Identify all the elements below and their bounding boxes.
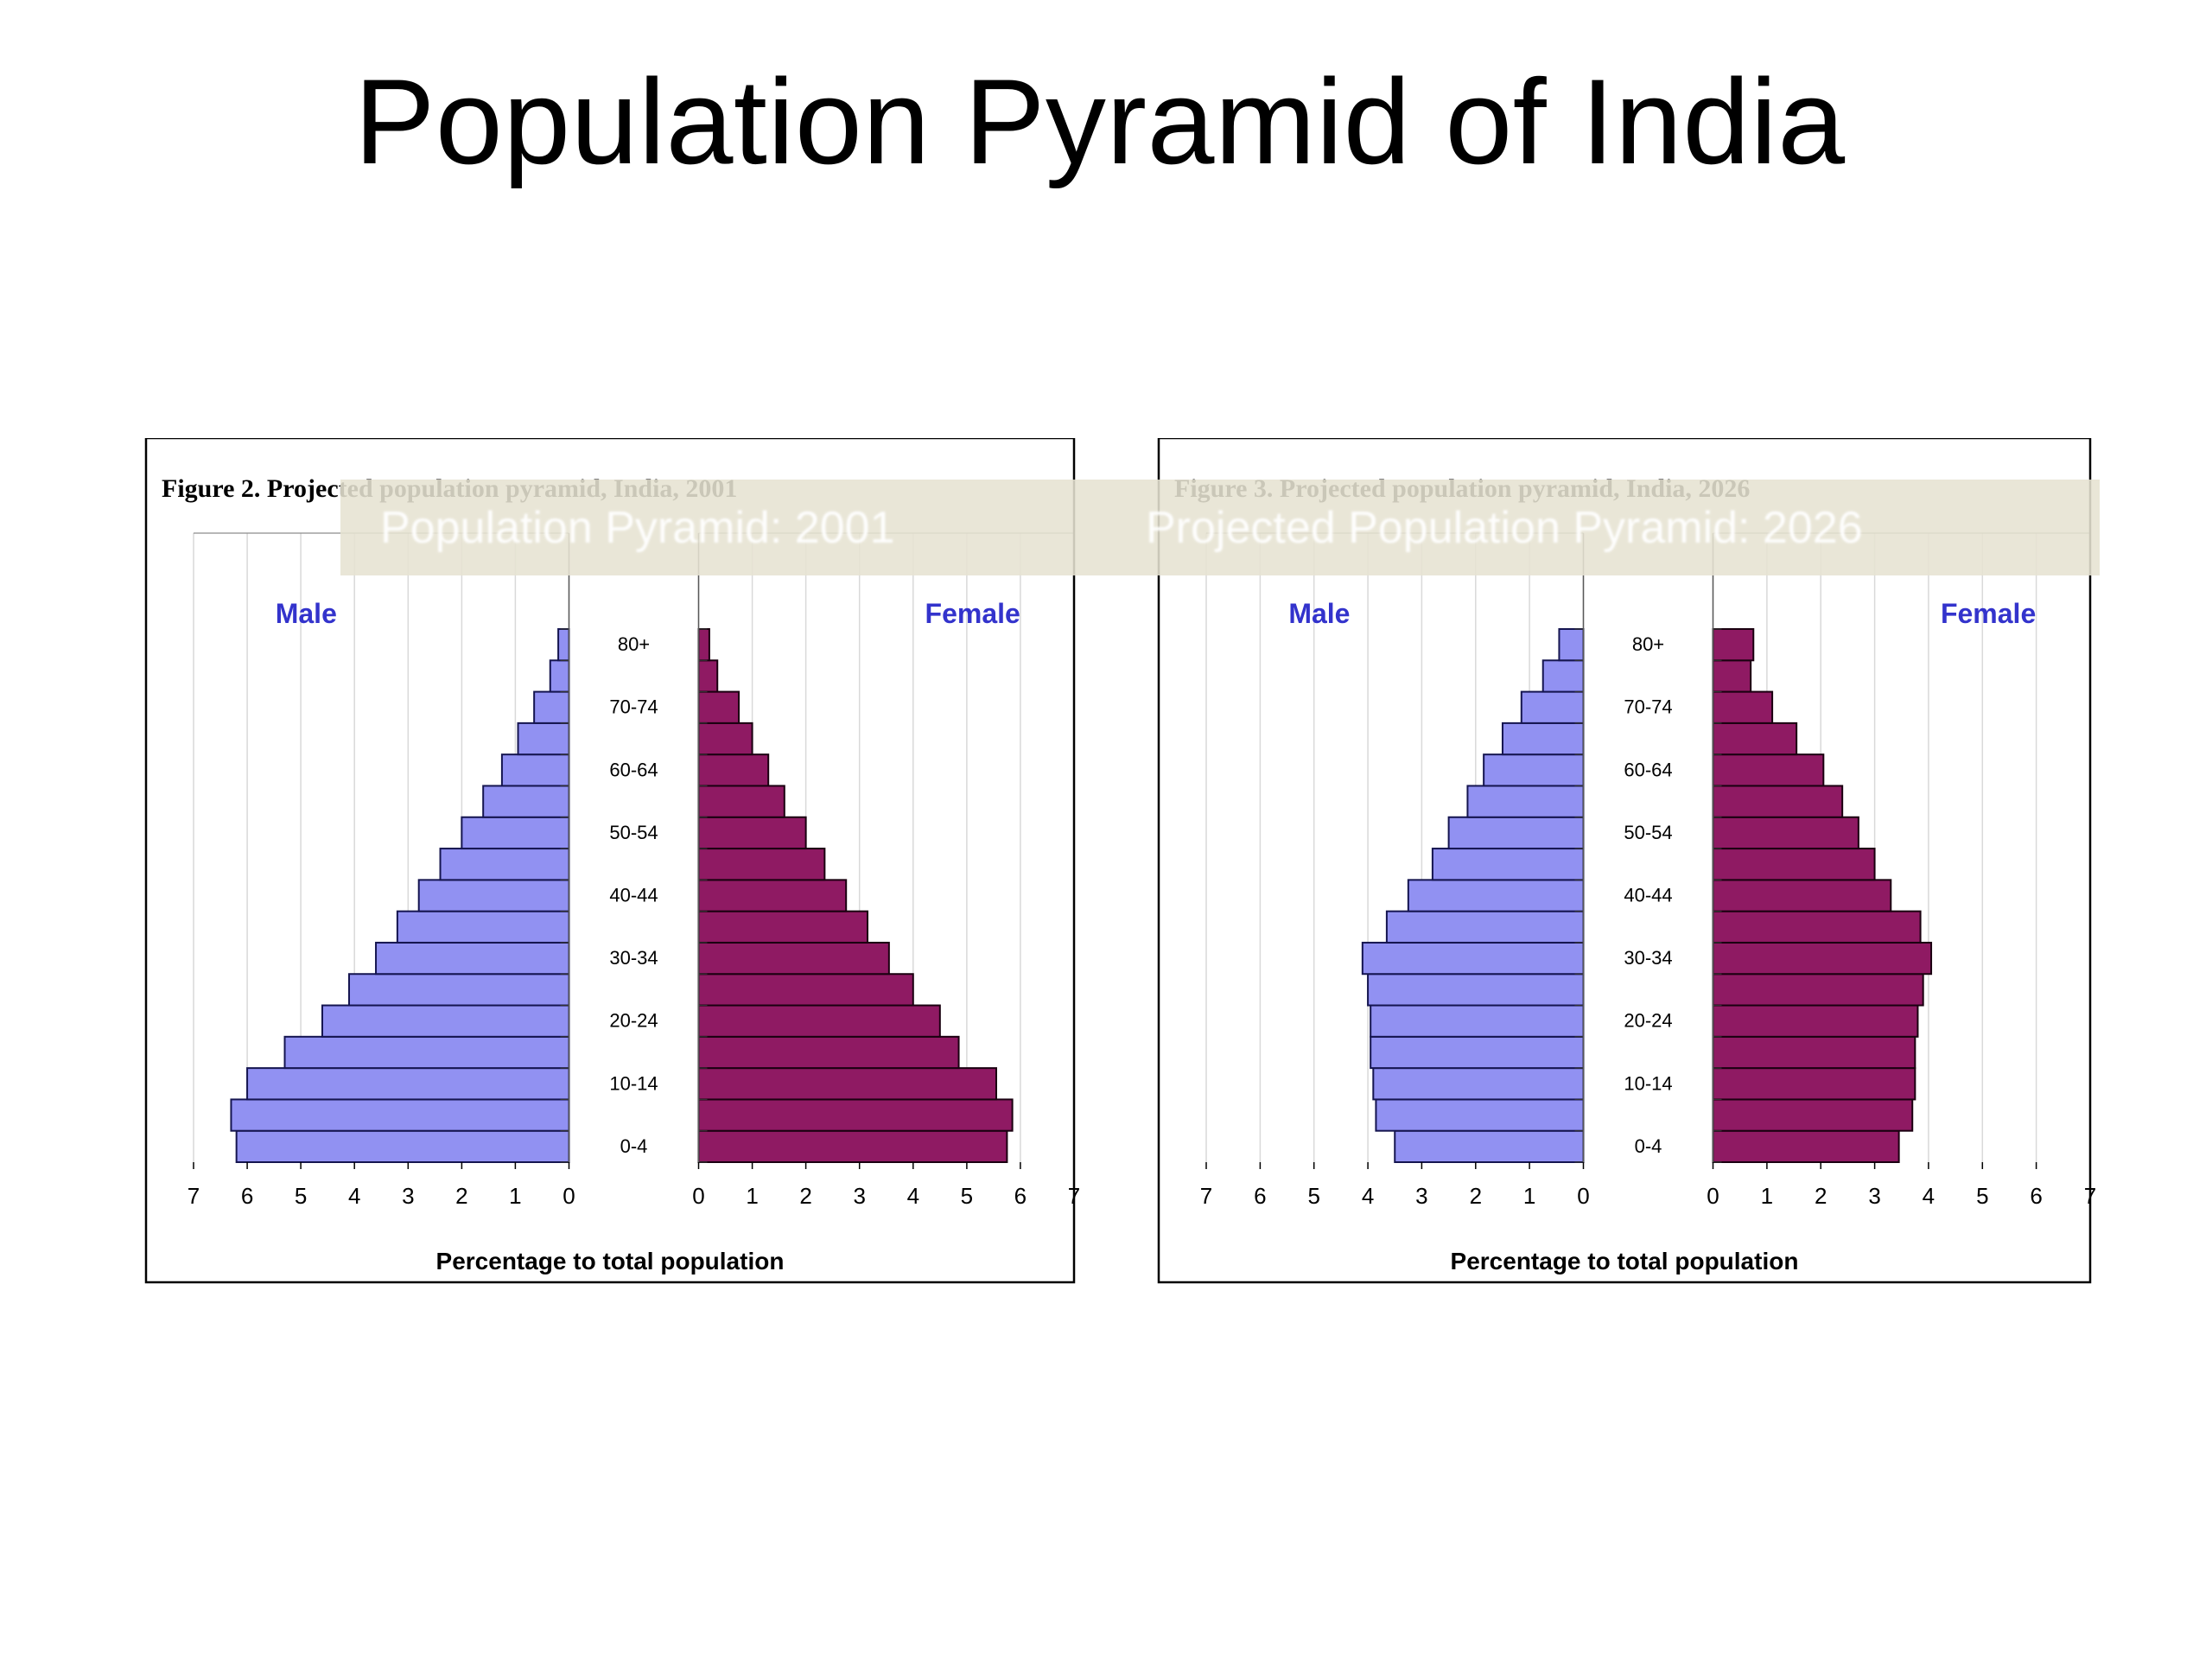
svg-text:0-4: 0-4 (620, 1135, 648, 1157)
svg-text:2: 2 (455, 1183, 467, 1209)
svg-text:7: 7 (2084, 1183, 2096, 1209)
svg-text:40-44: 40-44 (1624, 885, 1672, 906)
svg-text:0: 0 (692, 1183, 704, 1209)
svg-text:1: 1 (509, 1183, 521, 1209)
svg-text:0: 0 (1707, 1183, 1719, 1209)
svg-text:7: 7 (1068, 1183, 1080, 1209)
svg-text:7: 7 (1200, 1183, 1212, 1209)
svg-text:6: 6 (1254, 1183, 1266, 1209)
svg-text:0: 0 (1577, 1183, 1589, 1209)
svg-text:Percentage to total population: Percentage to total population (436, 1248, 785, 1274)
svg-text:1: 1 (1761, 1183, 1773, 1209)
svg-text:Female: Female (925, 598, 1020, 629)
svg-text:20-24: 20-24 (609, 1010, 658, 1032)
svg-text:3: 3 (1415, 1183, 1427, 1209)
svg-text:0: 0 (563, 1183, 575, 1209)
svg-text:60-64: 60-64 (609, 759, 658, 780)
svg-text:3: 3 (1868, 1183, 1880, 1209)
svg-text:2: 2 (1470, 1183, 1482, 1209)
svg-text:Female: Female (1941, 598, 2036, 629)
svg-text:6: 6 (2030, 1183, 2042, 1209)
svg-text:60-64: 60-64 (1624, 759, 1672, 780)
svg-text:5: 5 (1976, 1183, 1988, 1209)
svg-text:80+: 80+ (1632, 633, 1664, 655)
svg-text:5: 5 (295, 1183, 307, 1209)
svg-text:50-54: 50-54 (1624, 822, 1672, 843)
svg-text:2: 2 (1815, 1183, 1827, 1209)
svg-text:Male: Male (276, 598, 337, 629)
svg-text:70-74: 70-74 (1624, 696, 1672, 718)
svg-text:30-34: 30-34 (1624, 947, 1672, 969)
svg-text:4: 4 (1362, 1183, 1374, 1209)
svg-text:4: 4 (907, 1183, 919, 1209)
svg-text:40-44: 40-44 (609, 885, 658, 906)
svg-text:7: 7 (188, 1183, 200, 1209)
svg-text:4: 4 (348, 1183, 360, 1209)
svg-text:Male: Male (1288, 598, 1350, 629)
svg-text:3: 3 (853, 1183, 865, 1209)
svg-text:5: 5 (1307, 1183, 1319, 1209)
svg-text:6: 6 (241, 1183, 253, 1209)
svg-text:0-4: 0-4 (1635, 1135, 1662, 1157)
svg-text:20-24: 20-24 (1624, 1010, 1672, 1032)
svg-text:80+: 80+ (618, 633, 650, 655)
svg-text:30-34: 30-34 (609, 947, 658, 969)
svg-text:70-74: 70-74 (609, 696, 658, 718)
svg-text:10-14: 10-14 (1624, 1072, 1672, 1094)
svg-text:10-14: 10-14 (609, 1072, 658, 1094)
svg-text:6: 6 (1014, 1183, 1027, 1209)
svg-text:1: 1 (746, 1183, 758, 1209)
svg-text:50-54: 50-54 (609, 822, 658, 843)
svg-text:4: 4 (1923, 1183, 1935, 1209)
svg-text:5: 5 (961, 1183, 973, 1209)
svg-text:1: 1 (1523, 1183, 1535, 1209)
svg-text:2: 2 (799, 1183, 811, 1209)
svg-text:3: 3 (402, 1183, 414, 1209)
svg-text:Percentage to total population: Percentage to total population (1451, 1248, 1799, 1274)
